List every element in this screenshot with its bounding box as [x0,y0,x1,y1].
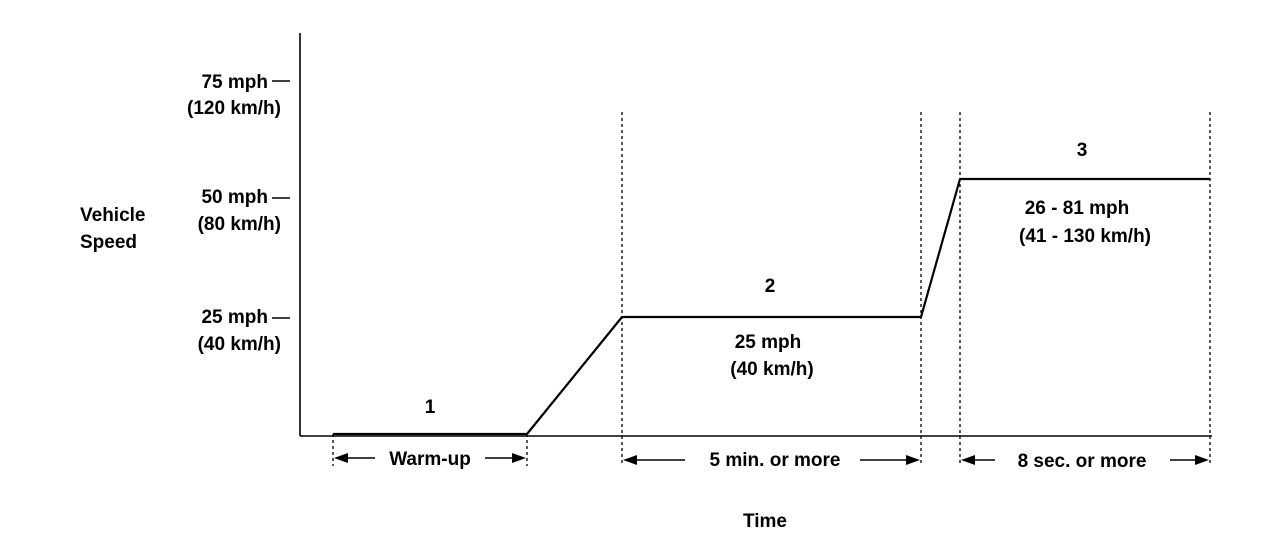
x-axis-title: Time [743,511,787,532]
y-axis-title-line2: Speed [80,232,137,253]
phase-1-number: 1 [425,397,436,418]
duration-arrow-warmup [334,453,526,463]
phase-2-speed-kmh: (40 km/h) [730,359,813,380]
y-axis-title-line1: Vehicle [80,205,146,226]
phase-3-speed-kmh: (41 - 130 km/h) [1019,226,1151,247]
duration-arrow-phase3 [961,455,1209,465]
y-tick-25-mph: 25 mph [201,307,268,328]
duration-arrow-phase2 [623,455,920,465]
phase-2-number: 2 [765,276,776,297]
y-tick-50-kmh: (80 km/h) [198,214,281,235]
phase-2-speed-mph: 25 mph [735,332,802,353]
duration-label-phase2: 5 min. or more [710,450,841,471]
y-tick-25-kmh: (40 km/h) [198,334,281,355]
speed-trace-line [333,177,1210,436]
phase-3-number: 3 [1077,140,1088,161]
phase-3-speed-mph: 26 - 81 mph [1025,198,1130,219]
y-tick-75-kmh: (120 km/h) [187,98,281,119]
duration-label-phase3: 8 sec. or more [1018,451,1147,472]
duration-label-warmup: Warm-up [389,449,471,470]
y-tick-75-mph: 75 mph [201,72,268,93]
y-tick-50-mph: 50 mph [201,187,268,208]
